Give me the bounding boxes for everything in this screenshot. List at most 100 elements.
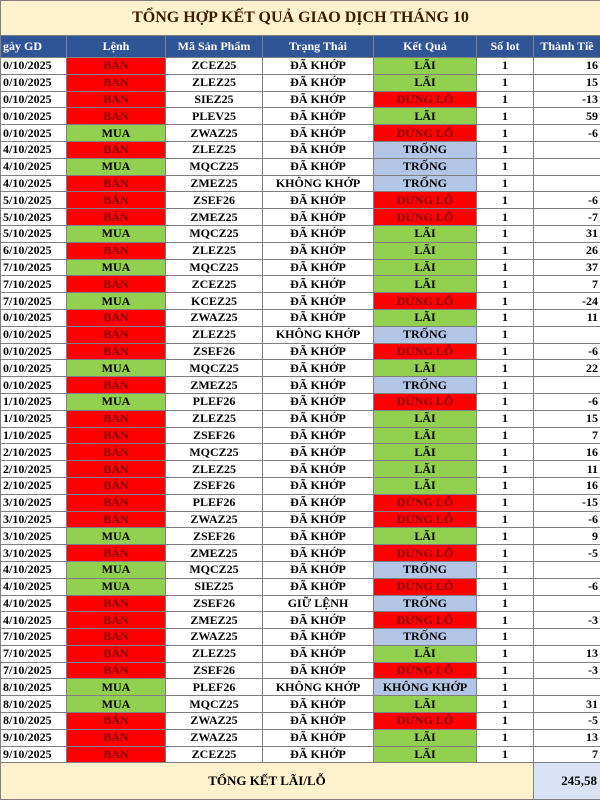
cell: BÁN	[66, 510, 166, 529]
cell: KHÔNG KHỚP	[262, 325, 374, 344]
cell: BÁN	[66, 544, 166, 562]
cell: ĐÃ KHỚP	[262, 258, 374, 277]
cell: DỪNG LỖ	[373, 292, 477, 310]
cell	[532, 678, 600, 697]
cell: PLEF26	[165, 678, 263, 697]
cell: ĐÃ KHỚP	[262, 728, 374, 747]
cell: MUA	[66, 292, 166, 310]
cell: 1	[476, 376, 534, 394]
cell: 1	[476, 712, 534, 730]
trade-row: 1/10/2025 MUA PLEF26 ĐÃ KHỚP DỪNG LỖ 1 -6	[0, 392, 600, 411]
cell: ZMEZ25	[165, 174, 263, 193]
cell: ZWAZ25	[165, 124, 263, 142]
cell: 1	[476, 409, 534, 428]
cell: 3/10/2025	[0, 493, 67, 512]
trade-row: 4/10/2025 MUA SIEZ25 ĐÃ KHỚP DỪNG LỖ 1 -6	[0, 577, 600, 596]
trade-row: 4/10/2025 BÁN ZMEZ25 ĐÃ KHỚP DỪNG LỖ 1 -3	[0, 611, 600, 630]
trade-row: 5/10/2025 BÁN ZMEZ25 ĐÃ KHỚP DỪNG LỖ 1 -7	[0, 208, 600, 226]
cell: 1	[476, 695, 534, 714]
cell: LÃI	[373, 476, 477, 495]
cell: DỪNG LỖ	[373, 392, 477, 411]
cell: 1	[476, 57, 534, 75]
cell: LÃI	[373, 460, 477, 478]
cell: MUA	[66, 527, 166, 546]
trade-row: 2/10/2025 BÁN MQCZ25 ĐÃ KHỚP LÃI 1 16	[0, 443, 600, 462]
cell: LÃI	[373, 409, 477, 428]
cell: 0/10/2025	[0, 107, 67, 126]
cell: 0/10/2025	[0, 325, 67, 344]
cell: 11	[532, 460, 600, 478]
cell: BÁN	[66, 611, 166, 630]
cell: BÁN	[66, 174, 166, 193]
trade-row: 6/10/2025 BÁN ZLEZ25 ĐÃ KHỚP LÃI 1 26	[0, 241, 600, 260]
cell: KHÔNG KHỚP	[262, 678, 374, 697]
trade-row: 4/10/2025 BÁN ZMEZ25 KHÔNG KHỚP TRỐNG 1	[0, 174, 600, 193]
cell: BÁN	[66, 409, 166, 428]
cell: LÃI	[373, 241, 477, 260]
cell: 1	[476, 577, 534, 596]
cell: 8/10/2025	[0, 678, 67, 697]
cell: BÁN	[66, 426, 166, 445]
cell: 0/10/2025	[0, 359, 67, 378]
cell: 9	[532, 527, 600, 546]
cell	[532, 140, 600, 159]
cell	[532, 560, 600, 579]
trade-row: 5/10/2025 MUA MQCZ25 ĐÃ KHỚP LÃI 1 31	[0, 224, 600, 243]
cell: KHÔNG KHỚP	[262, 174, 374, 193]
cell: -6	[532, 124, 600, 142]
cell: ĐÃ KHỚP	[262, 376, 374, 394]
cell: BÁN	[66, 728, 166, 747]
column-header: Lệnh	[66, 35, 166, 58]
cell: ĐÃ KHỚP	[262, 443, 374, 462]
cell: ĐÃ KHỚP	[262, 745, 374, 764]
cell: 4/10/2025	[0, 594, 67, 613]
cell: ZSEF26	[165, 594, 263, 613]
trade-row: 4/10/2025 MUA MQCZ25 ĐÃ KHỚP TRỐNG 1	[0, 157, 600, 176]
cell: 1	[476, 678, 534, 697]
column-header: Kết Quả	[373, 35, 477, 58]
cell: 9/10/2025	[0, 745, 67, 764]
cell: TRỐNG	[373, 628, 477, 646]
cell: LÃI	[373, 258, 477, 277]
cell: 7/10/2025	[0, 275, 67, 294]
cell: 4/10/2025	[0, 560, 67, 579]
cell: ĐÃ KHỚP	[262, 308, 374, 327]
cell: BÁN	[66, 107, 166, 126]
cell: MQCZ25	[165, 695, 263, 714]
cell: BÁN	[66, 493, 166, 512]
cell: MUA	[66, 258, 166, 277]
cell: MQCZ25	[165, 258, 263, 277]
trade-row: 2/10/2025 BÁN ZLEZ25 ĐÃ KHỚP LÃI 1 11	[0, 460, 600, 478]
cell: 1	[476, 241, 534, 260]
cell: PLEF26	[165, 392, 263, 411]
cell: ĐÃ KHỚP	[262, 157, 374, 176]
cell: 1	[476, 493, 534, 512]
cell: 7/10/2025	[0, 258, 67, 277]
cell: LÃI	[373, 644, 477, 663]
cell: 1	[476, 275, 534, 294]
cell: 4/10/2025	[0, 611, 67, 630]
cell: 16	[532, 443, 600, 462]
cell: TRỐNG	[373, 376, 477, 394]
cell: DỪNG LỖ	[373, 191, 477, 210]
cell: -6	[532, 392, 600, 411]
cell	[532, 174, 600, 193]
trade-row: 0/10/2025 MUA ZWAZ25 ĐÃ KHỚP DỪNG LỖ 1 -6	[0, 124, 600, 142]
cell: 1	[476, 661, 534, 680]
cell: BÁN	[66, 325, 166, 344]
trade-row: 0/10/2025 BÁN ZLEZ25 KHÔNG KHỚP TRỐNG 1	[0, 325, 600, 344]
cell: ĐÃ KHỚP	[262, 124, 374, 142]
cell	[532, 628, 600, 646]
title-row: TỔNG HỢP KẾT QUẢ GIAO DỊCH THÁNG 10	[0, 0, 600, 36]
cell: ZCEZ25	[165, 57, 263, 75]
cell: ZWAZ25	[165, 308, 263, 327]
cell: ĐÃ KHỚP	[262, 510, 374, 529]
cell: 0/10/2025	[0, 124, 67, 142]
trade-row: 3/10/2025 BÁN PLEF26 ĐÃ KHỚP DỪNG LỖ 1 -15	[0, 493, 600, 512]
cell: 1	[476, 208, 534, 226]
cell: ZLEZ25	[165, 140, 263, 159]
footer-label: TỔNG KẾT LÃI/LỖ	[0, 762, 534, 800]
cell: LÃI	[373, 224, 477, 243]
cell: 1	[476, 73, 534, 92]
